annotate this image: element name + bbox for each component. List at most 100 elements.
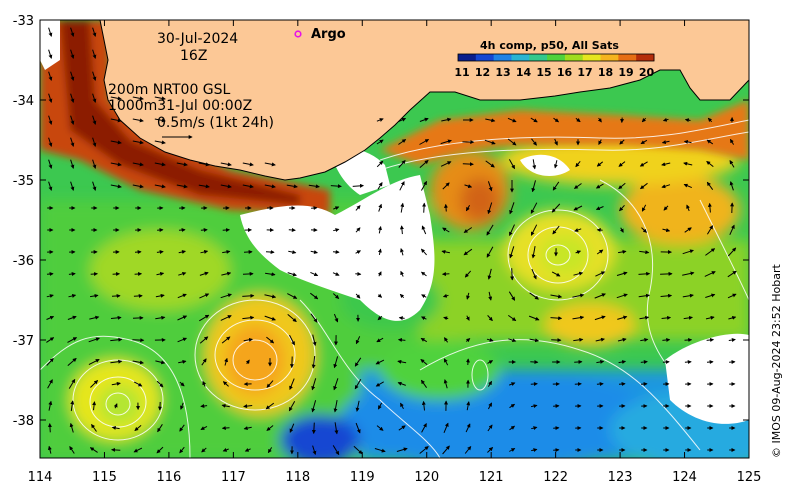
current-arrow: [466, 292, 470, 300]
current-arrow: [464, 184, 473, 189]
current-arrow: [485, 160, 495, 168]
map-date: 30-Jul-2024: [157, 31, 238, 47]
current-arrow: [684, 118, 691, 123]
current-arrow: [594, 315, 606, 321]
lat-tick-label: -36: [13, 254, 34, 269]
current-arrow: [706, 181, 714, 190]
current-arrow: [683, 139, 692, 144]
current-arrow: [684, 337, 693, 342]
current-arrow: [224, 357, 229, 366]
colorbar-swatch: [529, 54, 548, 61]
current-arrow: [487, 447, 494, 453]
current-arrow: [530, 404, 538, 409]
current-arrow: [728, 338, 736, 342]
latitude-axis: -33 -34 -35 -36 -37 -38: [13, 14, 749, 429]
current-arrow: [421, 316, 427, 321]
current-arrow: [441, 249, 450, 254]
current-arrow: [354, 357, 362, 367]
current-arrow: [660, 293, 673, 298]
current-arrow: [220, 315, 232, 321]
current-arrow: [729, 160, 735, 168]
current-arrow: [267, 447, 273, 454]
current-arrow: [70, 137, 75, 147]
current-arrow: [154, 118, 166, 123]
current-arrow: [616, 293, 628, 299]
current-arrow: [683, 315, 693, 320]
current-arrow: [529, 338, 540, 343]
current-arrow: [574, 228, 582, 232]
current-arrow: [575, 250, 582, 255]
current-arrow: [378, 225, 382, 234]
lon-tick-label: 125: [737, 470, 762, 485]
current-arrow: [572, 293, 585, 298]
current-arrow: [312, 445, 317, 456]
current-arrow: [155, 360, 166, 365]
current-arrow: [68, 293, 77, 298]
current-arrow: [90, 272, 98, 276]
current-arrow: [575, 117, 581, 123]
current-arrow: [288, 400, 296, 412]
current-arrow: [377, 248, 382, 256]
current-arrow: [531, 180, 536, 193]
current-arrow: [287, 272, 297, 277]
current-arrow: [265, 402, 275, 410]
current-arrow: [92, 71, 97, 81]
current-arrow: [486, 338, 494, 342]
current-arrow: [510, 268, 515, 281]
colorbar-swatch: [618, 54, 637, 61]
current-arrow: [596, 359, 605, 364]
current-arrow: [551, 271, 561, 277]
current-arrow: [419, 159, 429, 168]
ssh-contours: [40, 119, 749, 458]
current-arrow: [595, 206, 604, 211]
current-arrow: [199, 271, 209, 276]
current-arrow: [638, 293, 650, 298]
current-arrow: [113, 403, 118, 409]
current-arrow: [46, 337, 55, 343]
current-arrow: [355, 271, 362, 276]
current-arrow: [596, 382, 604, 387]
current-arrow: [374, 448, 386, 453]
current-arrow: [177, 337, 188, 343]
current-arrow: [154, 96, 166, 101]
current-arrow: [243, 337, 253, 342]
colorbar-swatch: [547, 54, 566, 61]
current-arrow: [530, 224, 538, 236]
current-arrow: [245, 359, 250, 365]
colorbar-labels: 11 12 13 14 15 16 17 18 19 20: [454, 66, 654, 79]
current-arrow: [422, 202, 427, 213]
current-arrow: [333, 400, 338, 413]
current-arrow: [618, 382, 626, 387]
current-arrow: [48, 115, 53, 125]
current-arrow: [222, 447, 229, 452]
current-arrow: [728, 315, 737, 320]
current-arrow: [706, 139, 714, 145]
current-arrow: [640, 337, 649, 342]
current-arrow: [420, 180, 428, 191]
current-arrow: [594, 293, 606, 299]
current-arrow: [330, 184, 342, 189]
current-arrow: [311, 378, 317, 391]
current-arrow: [488, 291, 493, 301]
credit-text: © IMOS 09-Aug-2024 23:52 Hobart: [770, 264, 783, 458]
current-arrow: [264, 184, 276, 189]
current-arrow: [70, 27, 75, 37]
current-arrow: [201, 447, 207, 453]
current-arrow: [222, 228, 230, 232]
current-arrow: [419, 117, 429, 122]
current-arrow: [398, 425, 406, 431]
current-arrow: [157, 424, 163, 433]
current-arrow: [132, 162, 144, 167]
colorbar: 4h comp, p50, All Sats 11 12 13 14 15 16 17 18 1…: [454, 39, 655, 79]
current-arrow: [375, 359, 385, 365]
current-arrow: [333, 313, 339, 323]
current-arrow: [132, 338, 145, 343]
current-arrow: [133, 381, 143, 387]
current-arrow: [220, 184, 232, 189]
current-arrow: [311, 422, 316, 435]
current-arrow: [551, 203, 561, 213]
current-arrow: [619, 139, 625, 145]
current-arrow: [705, 248, 716, 256]
current-info: 200m NRT00 GSL 1000m31-Jul 00:00Z 0.5m/s…: [108, 82, 274, 139]
current-arrow: [419, 139, 430, 145]
